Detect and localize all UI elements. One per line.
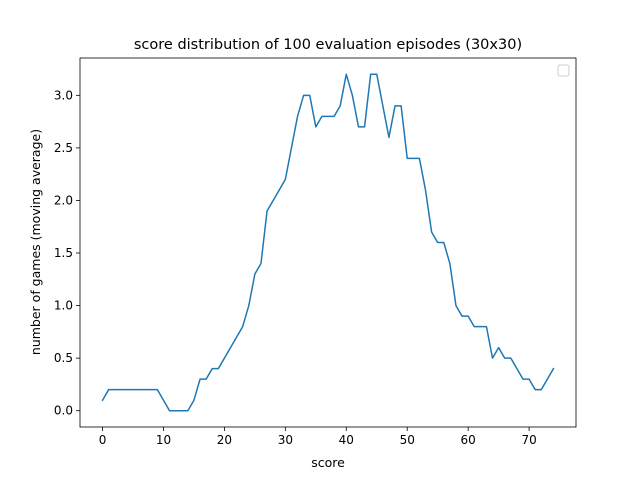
x-tick-label: 50	[400, 433, 415, 447]
series-line-0	[101, 73, 555, 412]
plot-area: 0 10 20 30 40 50 60 70 0.0 0.5 1.0 1.5 2.0 2.5 3.0	[54, 57, 577, 447]
y-tick-label: 0.0	[54, 404, 73, 418]
x-tick-label: 60	[461, 433, 476, 447]
legend-box	[557, 64, 570, 77]
y-tick-label: 3.0	[54, 88, 73, 102]
y-tick-label: 2.5	[54, 141, 73, 155]
y-tick-label: 1.5	[54, 246, 73, 260]
x-tick-label: 70	[521, 433, 536, 447]
x-axis-label: score	[311, 455, 345, 470]
chart-title: score distribution of 100 evaluation epi…	[134, 37, 522, 53]
y-axis-label: number of games (moving average)	[28, 129, 43, 355]
y-tick-label: 2.0	[54, 193, 73, 207]
y-tick-label: 0.5	[54, 351, 73, 365]
y-tick-label: 1.0	[54, 299, 73, 313]
x-tick-label: 30	[278, 433, 293, 447]
x-tick-label: 20	[217, 433, 232, 447]
x-tick-label: 10	[156, 433, 171, 447]
x-tick-label: 40	[339, 433, 354, 447]
axes-frame	[79, 57, 577, 428]
x-tick-label: 0	[99, 433, 107, 447]
